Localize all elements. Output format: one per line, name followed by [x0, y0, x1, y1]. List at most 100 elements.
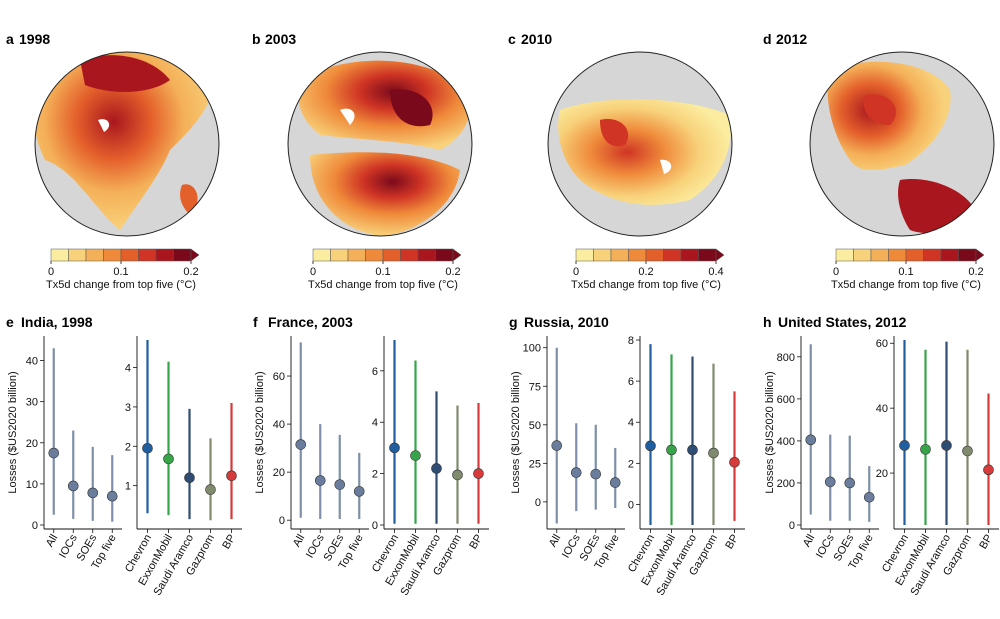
globe-map	[547, 51, 733, 237]
colorbar-cell	[610, 248, 629, 262]
colorbar-cell	[905, 248, 924, 262]
x-tick-label: All	[291, 533, 308, 550]
panel-letter: f	[253, 314, 258, 330]
y-tick-label: 4	[372, 417, 378, 429]
data-point	[805, 434, 817, 446]
x-tick-label: All	[801, 533, 818, 550]
y-axis-label: Losses ($US2020 billion)	[510, 371, 522, 493]
colorbar-cell	[663, 248, 682, 262]
colorbar-cell	[103, 248, 122, 262]
data-point	[353, 486, 365, 497]
y-tick-label: 100	[523, 343, 541, 355]
panel-year: 2010	[521, 31, 552, 47]
y-axis-label: Losses ($US2020 billion)	[254, 371, 266, 493]
colorbar-cell	[645, 248, 664, 262]
data-point	[590, 468, 602, 480]
data-point	[295, 439, 307, 450]
data-point	[142, 442, 153, 454]
y-tick-label: 8	[628, 335, 634, 347]
data-point	[163, 453, 174, 465]
data-point	[729, 457, 740, 468]
globe-map	[809, 51, 995, 237]
colorbar-arrow	[715, 248, 725, 262]
x-tick-label: All	[44, 533, 61, 550]
data-point	[645, 440, 656, 452]
colorbar-cell	[155, 248, 174, 262]
colorbar-tick-label: 0.2	[183, 266, 198, 278]
y-tick-label: 50	[529, 420, 541, 432]
colorbar-arrow	[190, 248, 200, 262]
colorbar-cell	[50, 248, 69, 262]
y-tick-label: 0	[279, 515, 285, 527]
colorbar-cell	[347, 248, 366, 262]
globe-map	[34, 51, 220, 237]
colorbar-tick-label: 0.2	[638, 266, 653, 278]
panel-title: France, 2003	[268, 314, 353, 330]
y-tick-label: 800	[777, 352, 795, 364]
map-panel-a: a 1998 Tx5d change from top five (°C) 0 0…	[6, 31, 220, 291]
data-point	[87, 487, 99, 499]
colorbar-cell	[68, 248, 87, 262]
y-tick-label: 10	[26, 479, 38, 491]
data-point	[452, 469, 463, 481]
colorbar-cell	[417, 248, 436, 262]
panel-title: India, 1998	[21, 314, 93, 330]
loss-panel-f: f France, 2003 Losses ($US2020 billion) 0 20…	[253, 314, 489, 598]
colorbar: Tx5d change from top five (°C) 0 0.2 0.4	[571, 248, 725, 291]
y-axis-label: Losses ($US2020 billion)	[764, 371, 776, 493]
y-tick-label: 4	[125, 363, 131, 375]
y-tick-label: 20	[273, 467, 285, 479]
data-point	[899, 440, 910, 451]
colorbar-tick-label: 0	[573, 266, 579, 278]
y-tick-label: 40	[876, 403, 888, 415]
y-tick-label: 60	[876, 338, 888, 350]
data-point	[824, 476, 836, 488]
colorbar-cell	[593, 248, 612, 262]
data-point	[983, 464, 994, 476]
y-tick-label: 0	[628, 499, 634, 511]
colorbar-cell	[923, 248, 942, 262]
map-panel-c: c 2010 Tx5d change from top five (°C) 0 0…	[508, 31, 733, 291]
colorbar-cell	[940, 248, 959, 262]
panel-letter: b	[252, 31, 261, 47]
y-tick-label: 2	[372, 469, 378, 481]
data-point	[106, 490, 118, 502]
panel-title: United States, 2012	[778, 314, 907, 330]
colorbar-cell	[435, 248, 454, 262]
colorbar-cell	[400, 248, 419, 262]
colorbar-caption: Tx5d change from top five (°C)	[308, 279, 458, 291]
colorbar-cell	[698, 248, 717, 262]
x-tick-label: All	[547, 533, 564, 550]
y-tick-label: 60	[273, 371, 285, 383]
y-tick-label: 6	[628, 376, 634, 388]
colorbar-tick-label: 0.2	[968, 266, 983, 278]
y-tick-label: 20	[26, 438, 38, 450]
x-tick-label: BP	[723, 533, 741, 552]
colorbar: Tx5d change from top five (°C) 0 0.1 0.2	[308, 248, 462, 291]
map-panel-b: b 2003 Tx5d change from top five (°C) 0 0…	[252, 31, 473, 291]
colorbar-tick-label: 0	[833, 266, 839, 278]
colorbar-cell	[120, 248, 139, 262]
colorbar-tick-label: 0.1	[113, 266, 128, 278]
colorbar-arrow	[975, 248, 985, 262]
colorbar: Tx5d change from top five (°C) 0 0.1 0.2	[46, 248, 200, 291]
colorbar-caption: Tx5d change from top five (°C)	[46, 279, 196, 291]
colorbar-arrow	[452, 248, 462, 262]
y-tick-label: 4	[628, 417, 634, 429]
y-tick-label: 30	[26, 397, 38, 409]
colorbar-cell	[835, 248, 854, 262]
y-tick-label: 0	[535, 497, 541, 509]
colorbar-cell	[680, 248, 699, 262]
data-point	[314, 475, 326, 486]
data-point	[844, 477, 856, 489]
y-tick-label: 75	[529, 381, 541, 393]
colorbar-tick-label: 0.4	[708, 266, 723, 278]
data-point	[389, 442, 400, 454]
data-point	[687, 444, 698, 456]
colorbar-cell	[888, 248, 907, 262]
colorbar-cell	[173, 248, 192, 262]
data-point	[67, 480, 79, 492]
